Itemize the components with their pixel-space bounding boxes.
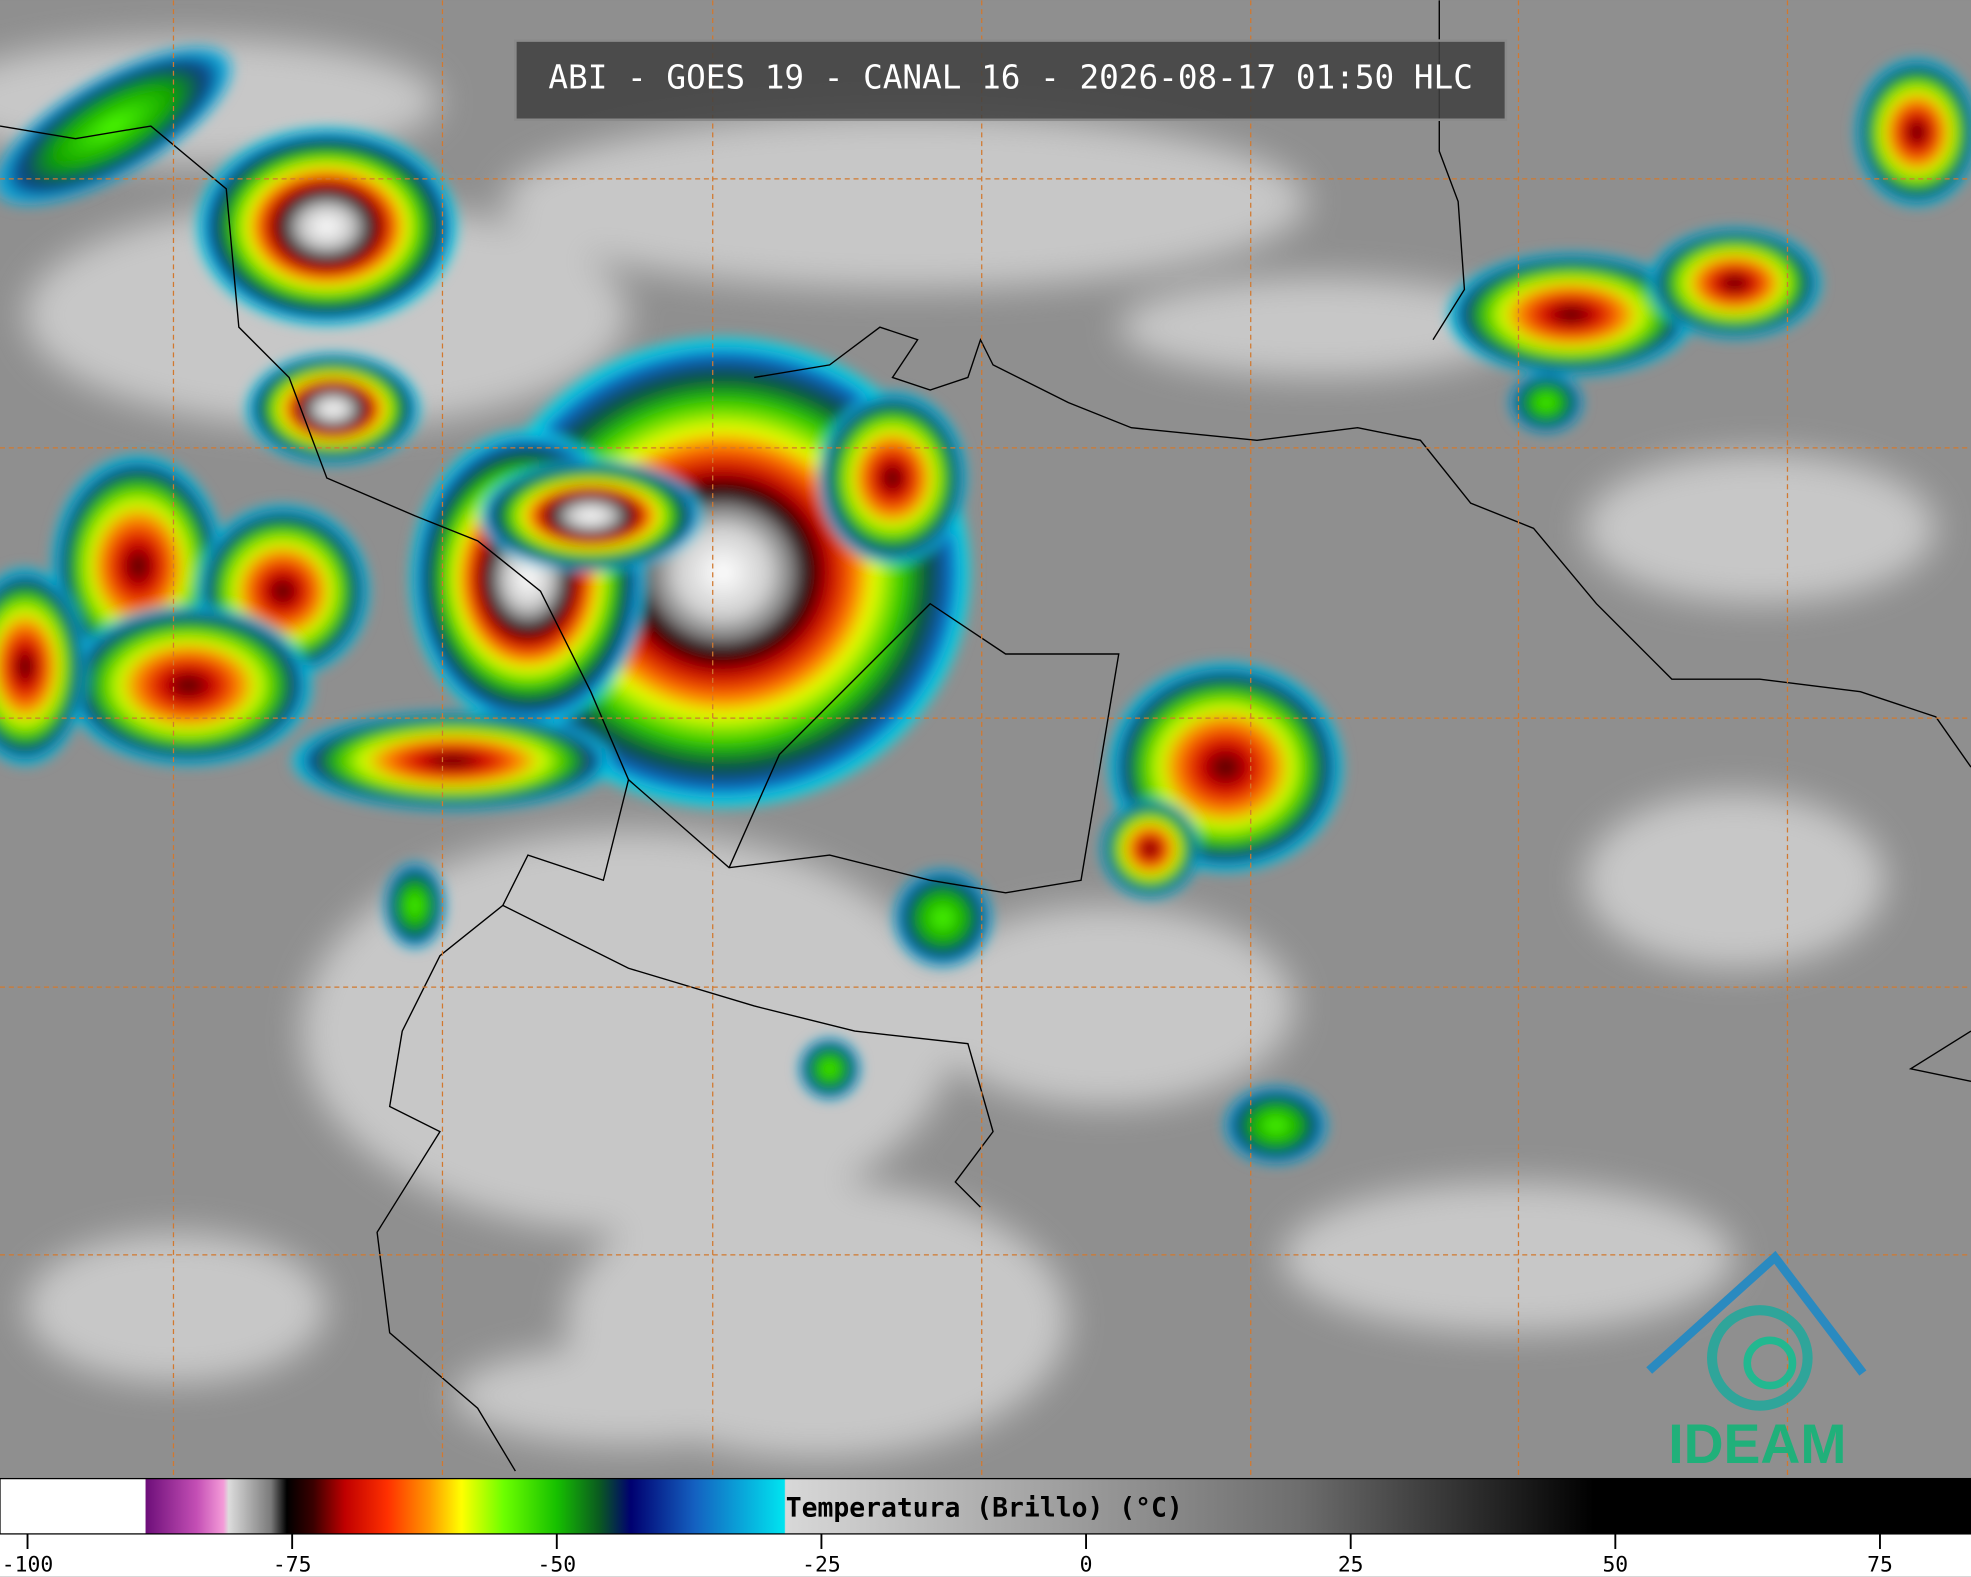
title: ABI - GOES 19 - CANAL 16 - 2026-08-17 01… [548,59,1472,97]
colorbar-tick-label: -25 [802,1552,841,1577]
colorbar [0,1477,1971,1535]
storms [0,44,1971,1166]
colorbar-tick-label: 75 [1867,1552,1893,1577]
colorbar-tick-label: -50 [537,1552,576,1577]
colorbar-tick-label: 25 [1338,1552,1364,1577]
colorbar-tick-label: -75 [273,1552,312,1577]
colorbar-tick-label: 50 [1602,1552,1628,1577]
logo: IDEAM [1646,1250,1867,1475]
colorbar-label: Temperatura (Brillo) (°C) [786,1493,1183,1523]
logo-text: IDEAM [1668,1413,1846,1475]
lat-lon-grid [0,0,1971,1479]
colorbar-tick-label: -100 [2,1552,53,1577]
colorbar-tick-label: 0 [1080,1552,1093,1577]
title-box [514,39,1508,122]
